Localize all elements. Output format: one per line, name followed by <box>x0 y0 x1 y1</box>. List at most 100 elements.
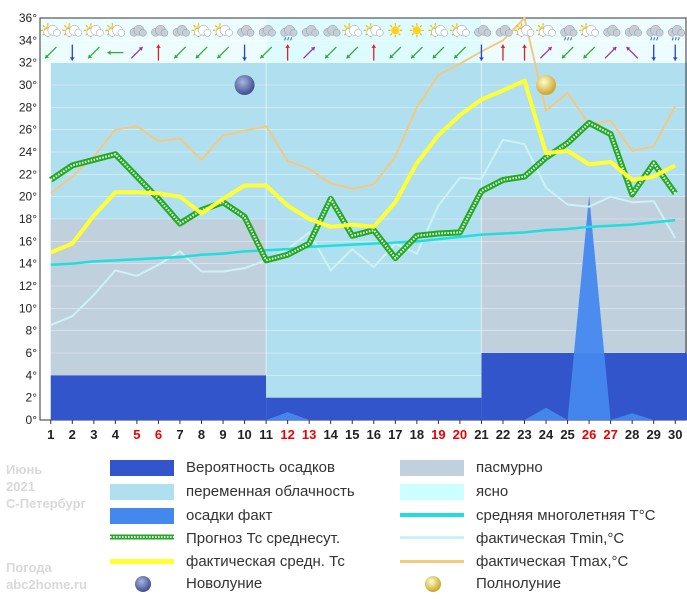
y-tick-label: 36° <box>19 11 37 25</box>
y-tick-label: 6° <box>26 346 38 360</box>
wind-arrow-sw-icon <box>87 46 100 59</box>
y-tick-label: 2° <box>26 391 38 405</box>
wind-arrow-ne-icon <box>604 46 617 59</box>
legend-swatch-tmin <box>400 536 464 539</box>
wind-arrow-sw-icon <box>389 46 402 59</box>
sunny-icon <box>388 23 403 38</box>
legend-new-moon-icon <box>135 576 151 592</box>
y-tick-label: 28° <box>19 100 37 114</box>
x-tick-label: 13 <box>302 427 316 442</box>
wind-arrow-sw-icon <box>173 46 187 59</box>
x-tick-label: 22 <box>496 427 510 442</box>
watermark-brand: Погода <box>6 560 52 575</box>
x-tick-label: 6 <box>155 427 162 442</box>
partly-sunny-icon <box>40 23 61 38</box>
cloudy-icon <box>624 25 642 37</box>
series-line-tmax <box>50 15 677 195</box>
x-tick-label: 8 <box>198 427 205 442</box>
wind-arrow-sw-icon <box>561 46 574 59</box>
partly-sunny-icon <box>449 23 470 38</box>
partly-sunny-icon <box>579 23 599 38</box>
y-tick-labels: 0° 2° 4° 6° 8° 10° 12° 14° 16° 18° 20° 22° 24° 26° 28°… <box>19 11 37 427</box>
rain-icon <box>280 25 298 41</box>
partly-sunny-icon <box>342 23 362 38</box>
x-tick-label: 12 <box>280 427 294 442</box>
x-tick-label: 23 <box>517 427 531 442</box>
partly-sunny-icon <box>363 23 384 38</box>
x-tick-label: 7 <box>176 427 183 442</box>
legend-label-new-moon: Новолуние <box>186 575 263 592</box>
x-tick-label: 16 <box>367 427 381 442</box>
y-tick-label: 30° <box>19 78 37 92</box>
y-tick-label: 20° <box>19 190 37 204</box>
partly-sunny-icon <box>83 23 104 38</box>
legend-label-forecast: Прогноз Тс среднесут. <box>186 530 341 547</box>
legend-label-clear: ясно <box>476 483 509 500</box>
series-line-forecast-pattern <box>50 121 677 262</box>
partly-sunny-icon <box>428 23 449 38</box>
full-moon-icon <box>536 75 557 95</box>
series-lines <box>49 15 678 327</box>
x-tick-label: 5 <box>133 427 140 442</box>
cloudy-icon <box>151 25 169 37</box>
watermark-city: С-Петербург <box>6 496 86 511</box>
weather-chart: 0° 2° 4° 6° 8° 10° 12° 14° 16° 18° 20° 22° 24° 26° 28°… <box>19 11 687 442</box>
cloudy-icon <box>129 25 147 37</box>
legend-swatch-actual-avg <box>110 559 174 564</box>
legend-label-overcast: пасмурно <box>476 459 543 476</box>
wind-arrow-ne-icon <box>130 46 144 59</box>
x-tick-label: 15 <box>345 427 359 442</box>
x-tick-label: 21 <box>474 427 488 442</box>
x-tick-label: 9 <box>219 427 226 442</box>
wind-arrow-sw-icon <box>216 46 230 59</box>
partly-sunny-icon <box>62 23 83 38</box>
x-tick-label: 28 <box>625 427 639 442</box>
x-tick-label: 2 <box>69 427 76 442</box>
wind-arrow-sw-icon <box>324 46 337 59</box>
legend-swatch-climate <box>400 513 464 517</box>
wind-arrow-s-icon <box>672 44 678 61</box>
x-tick-label: 1 <box>47 427 54 442</box>
x-tick-label: 20 <box>453 427 467 442</box>
rain-icon <box>667 25 685 41</box>
y-tick-label: 34° <box>19 33 37 47</box>
precip-probability-bar <box>266 397 482 420</box>
wind-arrow-s-icon <box>479 44 484 61</box>
wind-arrow-s-icon <box>651 44 657 61</box>
legend-label-actual-avg: фактическая средн. Тс <box>186 553 345 570</box>
cloudy-icon <box>172 25 190 37</box>
sunny-icon <box>409 23 424 38</box>
partly-sunny-icon <box>105 23 126 38</box>
wind-arrow-n-icon <box>500 44 506 61</box>
wind-arrows <box>44 44 678 61</box>
legend-label-full-moon: Полнолуние <box>476 575 562 592</box>
wind-arrow-sw-icon <box>453 46 467 59</box>
watermark-year: 2021 <box>6 479 35 494</box>
wind-arrow-n-icon <box>156 44 161 61</box>
moon-markers <box>234 75 557 95</box>
partly-sunny-icon <box>514 23 535 38</box>
x-tick-label: 10 <box>237 427 251 442</box>
wind-arrow-n-icon <box>522 44 527 61</box>
legend-swatch-clear <box>400 484 464 500</box>
wind-arrow-s-icon <box>242 44 247 61</box>
x-tick-label: 3 <box>90 427 97 442</box>
legend-label-climate: средняя многолетняя T°C <box>476 507 656 524</box>
weather-icons <box>40 23 685 41</box>
wind-arrow-w-icon <box>107 50 124 55</box>
x-tick-labels: 1 2 3 4 5 6 7 8 9 10 11 12 13 14 15 16 17 18 19 20 21 22 23 24 2… <box>47 420 682 442</box>
x-tick-label: 14 <box>323 427 338 442</box>
wind-arrow-ne-icon <box>303 46 316 59</box>
cloudy-icon <box>237 25 255 37</box>
x-tick-label: 26 <box>582 427 596 442</box>
legend-label-variable: переменная облачность <box>186 483 355 500</box>
cloudy-icon <box>603 25 621 37</box>
y-tick-label: 26° <box>19 123 37 137</box>
cloudy-icon <box>474 25 492 37</box>
y-tick-label: 16° <box>19 234 37 248</box>
wind-arrow-sw-icon <box>195 46 208 59</box>
series-line-actual-avg <box>50 78 677 255</box>
legend-swatch-forecast <box>110 534 174 540</box>
partly-sunny-icon <box>213 23 233 38</box>
x-tick-label: 24 <box>539 427 554 442</box>
